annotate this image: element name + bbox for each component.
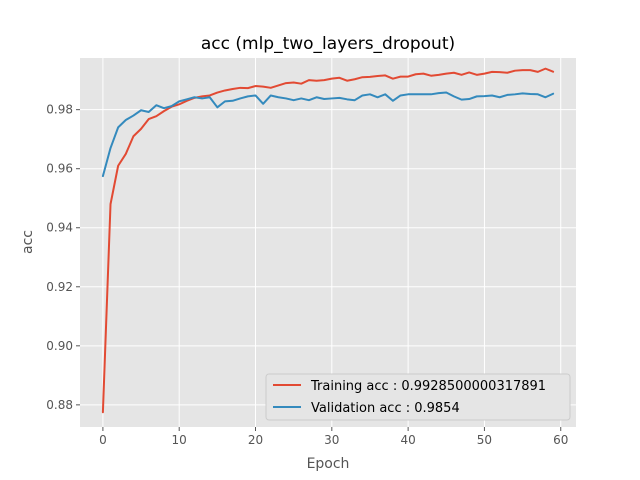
x-tick-label: 10 bbox=[172, 433, 187, 447]
x-axis-label: Epoch bbox=[307, 456, 350, 472]
x-tick-label: 0 bbox=[99, 433, 107, 447]
y-tick-label: 0.90 bbox=[46, 339, 73, 353]
series-line-validation bbox=[101, 91, 555, 178]
y-tick-label: 0.88 bbox=[46, 398, 73, 412]
x-tick-label: 40 bbox=[400, 433, 415, 447]
legend-entry-validation: Validation acc : 0.9854 bbox=[311, 401, 460, 416]
grid bbox=[80, 58, 576, 427]
legend: Training acc : 0.9928500000317891 Valida… bbox=[265, 373, 571, 421]
legend-entry-training: Training acc : 0.9928500000317891 bbox=[310, 379, 546, 394]
x-tick-label: 60 bbox=[553, 433, 568, 447]
chart-title: acc (mlp_two_layers_dropout) bbox=[201, 34, 455, 54]
series-layer bbox=[101, 67, 555, 414]
series-line-training bbox=[101, 67, 555, 414]
y-tick-label: 0.94 bbox=[46, 221, 73, 235]
ticks: 0 10 20 30 40 50 60 0.88 0.90 0.92 0.94 0.96 0.98 bbox=[46, 103, 568, 447]
plot-area bbox=[80, 58, 576, 427]
y-tick-label: 0.96 bbox=[46, 162, 73, 176]
y-tick-label: 0.92 bbox=[46, 280, 73, 294]
x-tick-label: 50 bbox=[477, 433, 492, 447]
y-tick-label: 0.98 bbox=[46, 103, 73, 117]
x-tick-label: 30 bbox=[324, 433, 339, 447]
x-tick-label: 20 bbox=[248, 433, 263, 447]
legend-box bbox=[265, 373, 571, 421]
y-axis-label: acc bbox=[20, 230, 36, 254]
